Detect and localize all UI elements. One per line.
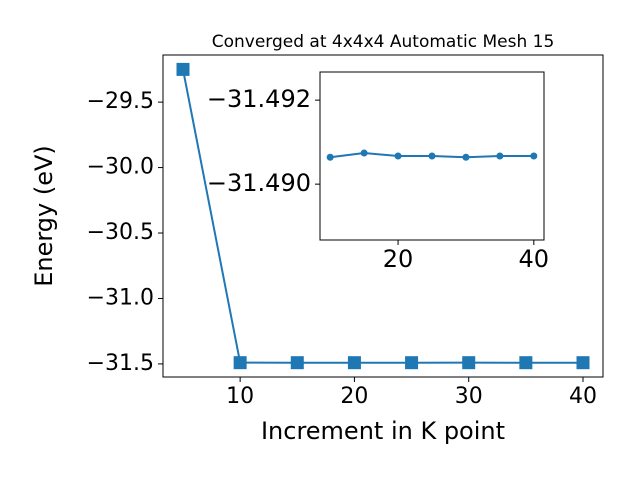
x-tick-label: 10: [226, 384, 254, 409]
marker: [462, 153, 470, 161]
y-tick-label: −31.5: [87, 351, 154, 376]
marker: [530, 152, 538, 160]
x-tick-label: 20: [383, 245, 414, 273]
marker: [519, 356, 533, 370]
marker: [326, 153, 334, 161]
marker: [428, 152, 436, 160]
axes-frame: [319, 71, 545, 241]
y-axis-label: Energy (eV): [30, 145, 58, 287]
marker: [394, 152, 402, 160]
y-tick-label: −31.492: [207, 85, 311, 113]
x-tick-label: 40: [569, 384, 597, 409]
x-tick-label: 20: [340, 384, 368, 409]
marker: [290, 356, 304, 370]
series-line: [182, 69, 583, 364]
marker: [233, 356, 247, 370]
marker: [347, 356, 361, 370]
x-tick-label: 30: [455, 384, 483, 409]
axes-frame: [162, 54, 604, 378]
y-tick-label: −30.5: [87, 220, 154, 245]
marker: [462, 356, 476, 370]
marker: [496, 152, 504, 160]
marker: [405, 356, 419, 370]
marker: [176, 62, 190, 76]
marker: [576, 356, 590, 370]
y-tick-label: −31.490: [207, 169, 311, 197]
x-tick-label: 40: [519, 245, 550, 273]
y-tick-label: −30.0: [87, 155, 154, 180]
chart-title: Converged at 4x4x4 Automatic Mesh 15: [212, 32, 555, 52]
marker: [360, 149, 368, 157]
y-tick-label: −29.5: [87, 89, 154, 114]
y-tick-label: −31.0: [87, 285, 154, 310]
x-axis-label: Increment in K point: [261, 417, 505, 445]
